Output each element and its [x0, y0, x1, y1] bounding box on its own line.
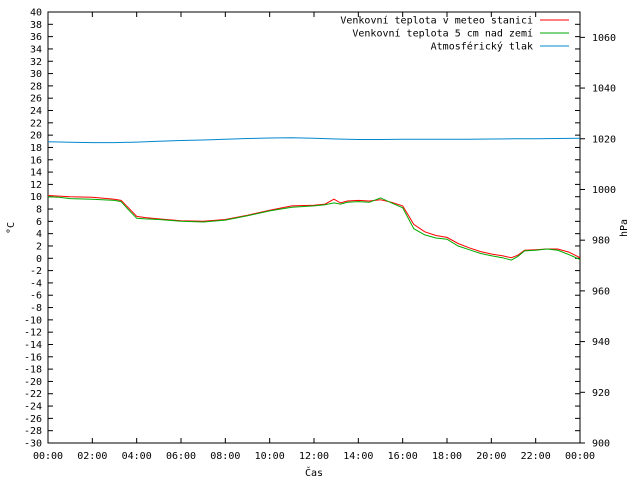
y-tick-label: -18: [24, 365, 42, 376]
series-lines: [47, 137, 581, 261]
y-tick-label: -26: [24, 414, 42, 425]
y-tick-label: -30: [24, 439, 42, 450]
y-tick-label: -10: [24, 315, 42, 326]
y-tick-label: -28: [24, 426, 42, 437]
series-line-0: [47, 195, 581, 259]
y2-axis-label: hPa: [619, 219, 630, 237]
y2-tick-label: 1040: [592, 84, 616, 95]
y-tick-label: 26: [30, 94, 42, 105]
series-line-1: [47, 196, 581, 261]
y-tick-label: 14: [30, 168, 42, 179]
y2-tick-label: 940: [592, 337, 610, 348]
y-axis-label: °C: [6, 222, 17, 234]
y-tick-label: 12: [30, 180, 42, 191]
x-tick-label: 12:00: [299, 451, 329, 462]
x-tick-label: 00:00: [565, 451, 595, 462]
x-tick-label: 08:00: [210, 451, 240, 462]
y-tick-label: 10: [30, 192, 42, 203]
y-tick-label: 32: [30, 57, 42, 68]
legend-label: Atmosférický tlak: [431, 41, 533, 53]
y-tick-label: -22: [24, 389, 42, 400]
y2-tick-label: 900: [592, 439, 610, 450]
y2-tick-label: 920: [592, 388, 610, 399]
y-tick-label: 38: [30, 20, 42, 31]
y-tick-label: 36: [30, 32, 42, 43]
y-tick-label: 18: [30, 143, 42, 154]
y-tick-label: 8: [36, 205, 42, 216]
x-tick-label: 10:00: [255, 451, 285, 462]
x-tick-label: 20:00: [476, 451, 506, 462]
y-tick-label: -16: [24, 352, 42, 363]
y-tick-label: 34: [30, 44, 42, 55]
y-tick-label: 16: [30, 155, 42, 166]
y-tick-label: 2: [36, 241, 42, 252]
x-tick-label: 18:00: [432, 451, 462, 462]
series-line-2: [47, 137, 581, 144]
y2-tick-label: 1020: [592, 134, 616, 145]
plot-frame: [47, 11, 581, 444]
y-tick-label: -8: [30, 303, 42, 314]
y-tick-label: -2: [30, 266, 42, 277]
legend: Venkovní teplota v meteo staniciVenkovní…: [340, 15, 569, 53]
y2-tick-label: 1060: [592, 33, 616, 44]
y2-tick-label: 1000: [592, 185, 616, 196]
x-tick-label: 00:00: [33, 451, 63, 462]
x-axis-label: Čas: [305, 466, 323, 479]
x-axis-ticks: 00:00 02:00 04:00 06:00 08:00 10:00 12:00 14:00…: [33, 12, 595, 462]
y2-axis-ticks: 1060 1040 1020 1000 980 960 940 920 900: [580, 33, 616, 450]
y2-tick-label: 960: [592, 286, 610, 297]
y-tick-label: -14: [24, 340, 42, 351]
y-tick-label: 24: [30, 106, 42, 117]
x-tick-label: 16:00: [388, 451, 418, 462]
x-tick-label: 22:00: [521, 451, 551, 462]
y-tick-label: 22: [30, 118, 42, 129]
y-tick-label: -12: [24, 328, 42, 339]
legend-label: Venkovní teplota 5 cm nad zemí: [352, 28, 533, 40]
x-tick-label: 04:00: [122, 451, 152, 462]
y-tick-label: 6: [36, 217, 42, 228]
y-tick-label: 0: [36, 254, 42, 265]
y-tick-label: 40: [30, 8, 42, 19]
x-tick-label: 06:00: [166, 451, 196, 462]
legend-label: Venkovní teplota v meteo stanici: [340, 15, 533, 27]
y2-tick-label: 980: [592, 236, 610, 247]
x-tick-label: 14:00: [343, 451, 373, 462]
y-tick-label: 4: [36, 229, 42, 240]
plot-border: [47, 11, 581, 444]
y-tick-label: -4: [30, 278, 42, 289]
y-tick-label: -24: [24, 402, 42, 413]
y-tick-label: 28: [30, 81, 42, 92]
y-axis-ticks: 4038363432302826242220181614121086420-2-…: [24, 8, 580, 450]
y-tick-label: -6: [30, 291, 42, 302]
x-tick-label: 02:00: [77, 451, 107, 462]
y-tick-label: 30: [30, 69, 42, 80]
y-tick-label: -20: [24, 377, 42, 388]
y-tick-label: 20: [30, 131, 42, 142]
